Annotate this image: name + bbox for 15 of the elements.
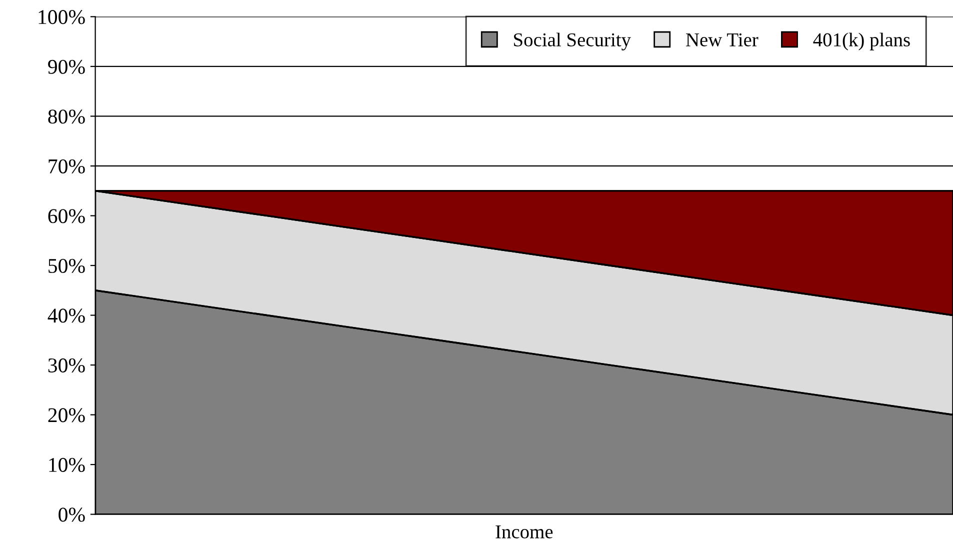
x-axis-title: Income: [496, 525, 553, 538]
y-tick-label: 50%: [48, 258, 85, 273]
y-tick-label: 30%: [48, 358, 85, 373]
legend-label: New Tier: [686, 33, 758, 46]
y-tick-label: 90%: [48, 60, 85, 74]
y-tick-label: 60%: [48, 209, 85, 224]
legend-label: Social Security: [514, 32, 631, 50]
y-tick-label: 40%: [48, 308, 85, 323]
y-tick-label: 80%: [48, 110, 85, 124]
y-tick-label: 0%: [58, 508, 85, 522]
y-tick-label: 70%: [48, 159, 85, 174]
y-tick-label: 100%: [38, 10, 85, 24]
legend-label: 401(k) plans: [813, 32, 910, 50]
y-tick-label: 20%: [48, 408, 85, 422]
y-tick-label: 10%: [49, 458, 85, 472]
